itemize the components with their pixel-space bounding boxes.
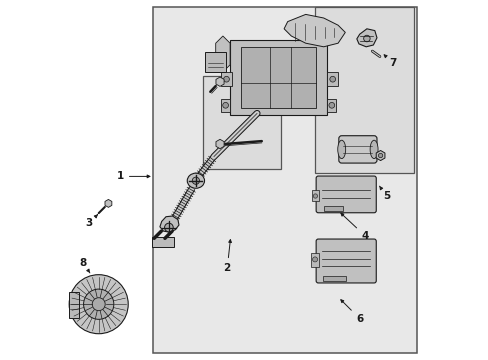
- Ellipse shape: [337, 140, 345, 158]
- Circle shape: [313, 194, 317, 198]
- Text: 8: 8: [80, 258, 90, 273]
- Circle shape: [222, 103, 228, 108]
- Circle shape: [223, 76, 229, 82]
- Bar: [152, 237, 174, 247]
- Polygon shape: [356, 29, 376, 47]
- Circle shape: [164, 223, 173, 232]
- FancyBboxPatch shape: [338, 136, 376, 163]
- Circle shape: [83, 289, 114, 319]
- Bar: [322, 276, 346, 281]
- Bar: [323, 206, 343, 211]
- Text: 2: 2: [223, 240, 231, 273]
- Polygon shape: [160, 216, 179, 232]
- Text: 5: 5: [379, 186, 389, 201]
- Circle shape: [192, 177, 199, 184]
- Ellipse shape: [187, 173, 204, 188]
- FancyBboxPatch shape: [316, 239, 375, 283]
- Circle shape: [312, 257, 317, 262]
- Ellipse shape: [369, 140, 377, 158]
- Circle shape: [363, 35, 369, 42]
- Bar: [221, 72, 231, 86]
- Bar: [203, 76, 280, 169]
- Bar: [311, 190, 318, 201]
- Bar: [310, 253, 318, 267]
- Polygon shape: [215, 36, 230, 72]
- Text: 6: 6: [340, 300, 363, 324]
- Text: 4: 4: [340, 213, 368, 241]
- Bar: [230, 40, 326, 115]
- FancyBboxPatch shape: [316, 176, 375, 213]
- Text: 3: 3: [85, 215, 97, 228]
- Polygon shape: [284, 14, 345, 47]
- Text: 1: 1: [117, 171, 150, 181]
- Circle shape: [69, 275, 128, 334]
- Bar: [241, 47, 316, 108]
- Bar: [204, 52, 226, 72]
- Text: 7: 7: [384, 55, 396, 68]
- Bar: [69, 292, 79, 318]
- Bar: [326, 99, 336, 112]
- Circle shape: [328, 103, 334, 108]
- Bar: [152, 7, 416, 353]
- Bar: [326, 72, 337, 86]
- Bar: [221, 99, 230, 112]
- Circle shape: [329, 76, 335, 82]
- Circle shape: [92, 298, 105, 311]
- Bar: [314, 7, 413, 173]
- Circle shape: [378, 153, 382, 158]
